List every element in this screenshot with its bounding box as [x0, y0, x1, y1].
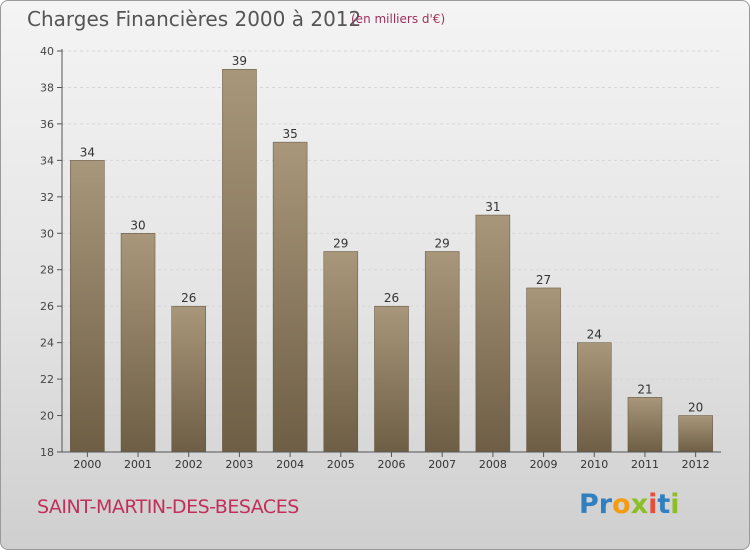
- y-tick-label: 38: [40, 81, 54, 94]
- data-label-2012: 20: [688, 401, 703, 415]
- y-tick-label: 18: [40, 446, 54, 459]
- labels: 18 20 22 24 26 28 30 32 34 36 38 40 34 2000 30 2001 26 20…: [40, 45, 710, 471]
- chart-subtitle: (en milliers d'€): [351, 12, 446, 26]
- data-label-2006: 26: [384, 291, 399, 305]
- data-label-2011: 21: [637, 382, 652, 396]
- y-tick-label: 20: [40, 410, 54, 423]
- x-tick-label-2000: 2000: [73, 458, 101, 471]
- logo-letter: x: [630, 489, 649, 520]
- bar-2004: [272, 141, 308, 453]
- bar-2003: [222, 68, 257, 453]
- logo-letter: P: [579, 489, 599, 520]
- y-tick-label: 34: [40, 154, 54, 167]
- x-tick-label-2001: 2001: [124, 458, 152, 471]
- data-label-2000: 34: [80, 145, 95, 159]
- bar-2007: [424, 251, 460, 453]
- logo-letter: r: [598, 489, 613, 520]
- logo-letter: i: [648, 489, 658, 520]
- commune-name: SAINT-MARTIN-DES-BESACES: [37, 496, 299, 518]
- y-tick-label: 36: [40, 118, 54, 131]
- x-tick-label-2010: 2010: [580, 458, 608, 471]
- logo-letter: i: [670, 489, 680, 520]
- data-label-2002: 26: [181, 291, 196, 305]
- y-tick-label: 28: [40, 264, 54, 277]
- bar-2000: [70, 160, 105, 453]
- data-label-2003: 39: [232, 54, 247, 68]
- x-tick-label-2009: 2009: [530, 458, 558, 471]
- data-label-2009: 27: [536, 273, 551, 287]
- y-tick-label: 26: [40, 300, 54, 313]
- bar-2002: [171, 305, 206, 453]
- bar-2006: [374, 305, 409, 453]
- bar-2008: [475, 214, 511, 453]
- data-label-2007: 29: [435, 237, 450, 251]
- data-label-2008: 31: [485, 200, 500, 214]
- x-tick-label-2012: 2012: [682, 458, 710, 471]
- x-tick-label-2008: 2008: [479, 458, 507, 471]
- data-label-2004: 35: [282, 127, 297, 141]
- chart-title: Charges Financières 2000 à 2012: [27, 7, 362, 31]
- bar-2005: [323, 251, 359, 453]
- data-label-2010: 24: [587, 328, 602, 342]
- axes: [57, 49, 721, 457]
- logo-letter: o: [612, 489, 631, 520]
- y-tick-label: 40: [40, 45, 54, 58]
- logo-letter: t: [657, 489, 671, 520]
- y-tick-label: 30: [40, 227, 54, 240]
- bar-2001: [120, 233, 156, 453]
- y-tick-label: 32: [40, 191, 54, 204]
- data-label-2001: 30: [130, 218, 145, 232]
- y-tick-label: 22: [40, 373, 54, 386]
- bars: [70, 68, 713, 453]
- bar-2012: [678, 415, 713, 453]
- x-tick-label-2006: 2006: [378, 458, 406, 471]
- bar-2010: [577, 342, 612, 453]
- x-tick-label-2002: 2002: [175, 458, 203, 471]
- bar-2009: [526, 287, 561, 453]
- x-tick-label-2003: 2003: [225, 458, 253, 471]
- x-tick-label-2005: 2005: [327, 458, 355, 471]
- bar-2011: [627, 397, 663, 453]
- x-tick-label-2007: 2007: [428, 458, 456, 471]
- data-label-2005: 29: [333, 237, 348, 251]
- proxiti-logo[interactable]: Proxiti: [579, 489, 680, 520]
- y-tick-label: 24: [40, 337, 54, 350]
- x-tick-label-2004: 2004: [276, 458, 304, 471]
- x-tick-label-2011: 2011: [631, 458, 659, 471]
